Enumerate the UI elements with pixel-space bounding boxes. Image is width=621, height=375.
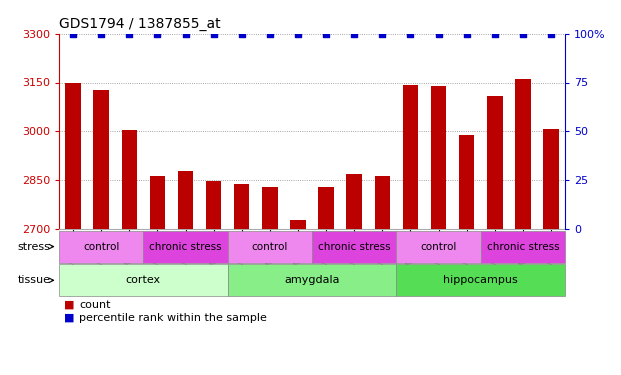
Bar [431, 86, 446, 229]
Bar [65, 84, 81, 229]
Text: tissue: tissue [17, 275, 50, 285]
Bar [122, 130, 137, 229]
Text: cortex: cortex [126, 275, 161, 285]
Bar [319, 186, 334, 229]
Bar [290, 220, 306, 229]
Text: count: count [79, 300, 111, 310]
Point [152, 31, 162, 37]
Text: stress: stress [17, 242, 50, 252]
Point [237, 31, 247, 37]
Point [433, 31, 443, 37]
Point [209, 31, 219, 37]
Text: chronic stress: chronic stress [318, 242, 391, 252]
Text: amygdala: amygdala [284, 275, 340, 285]
Bar [481, 231, 565, 262]
Point [546, 31, 556, 37]
Text: control: control [83, 242, 119, 252]
Point [378, 31, 388, 37]
Point [349, 31, 359, 37]
Bar [93, 90, 109, 229]
Bar [515, 79, 531, 229]
Bar [403, 85, 418, 229]
Point [124, 31, 134, 37]
Bar [543, 129, 559, 229]
Bar [234, 184, 250, 229]
Point [181, 31, 191, 37]
Point [490, 31, 500, 37]
Text: chronic stress: chronic stress [149, 242, 222, 252]
Text: ■: ■ [64, 313, 75, 323]
Bar [59, 264, 228, 296]
Bar [206, 181, 221, 229]
Point [293, 31, 303, 37]
Point [265, 31, 275, 37]
Bar [396, 231, 481, 262]
Text: percentile rank within the sample: percentile rank within the sample [79, 313, 267, 323]
Bar [374, 176, 390, 229]
Bar [150, 176, 165, 229]
Text: hippocampus: hippocampus [443, 275, 518, 285]
Bar [312, 231, 396, 262]
Text: ■: ■ [64, 300, 75, 310]
Bar [487, 96, 502, 229]
Point [406, 31, 415, 37]
Text: chronic stress: chronic stress [487, 242, 560, 252]
Point [462, 31, 472, 37]
Point [321, 31, 331, 37]
Point [518, 31, 528, 37]
Bar [396, 264, 565, 296]
Bar [347, 174, 362, 229]
Text: control: control [420, 242, 457, 252]
Bar [262, 186, 278, 229]
Bar [228, 231, 312, 262]
Text: GDS1794 / 1387855_at: GDS1794 / 1387855_at [59, 17, 220, 32]
Bar [143, 231, 228, 262]
Text: control: control [252, 242, 288, 252]
Bar [59, 231, 143, 262]
Bar [459, 135, 474, 229]
Bar [228, 264, 396, 296]
Point [96, 31, 106, 37]
Point [68, 31, 78, 37]
Bar [178, 171, 193, 229]
